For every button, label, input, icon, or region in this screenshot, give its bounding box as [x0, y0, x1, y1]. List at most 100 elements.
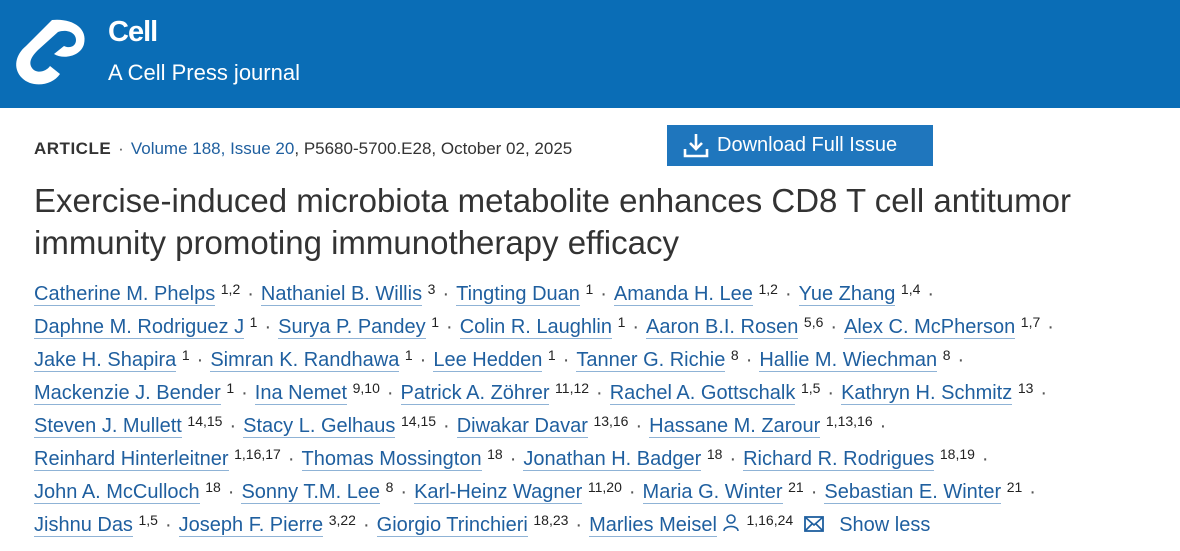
author-name[interactable]: Joseph F. Pierre: [178, 514, 324, 537]
separator: ·: [287, 448, 295, 470]
author-name[interactable]: Steven J. Mullett: [34, 415, 182, 438]
author-name[interactable]: Reinhard Hinterleitner: [34, 448, 229, 471]
affiliation: 1,2: [220, 281, 241, 297]
separator: ·: [362, 514, 370, 536]
author-name[interactable]: Jonathan H. Badger: [523, 448, 702, 471]
author-list: Catherine M. Phelps 1,2 · Nathaniel B. Wil…: [34, 278, 1180, 542]
author-name[interactable]: Daphne M. Rodriguez J: [34, 316, 245, 339]
affiliation: 11,12: [555, 380, 590, 396]
affiliation: 18: [706, 446, 723, 462]
author-name[interactable]: Colin R. Laughlin: [459, 316, 613, 339]
separator: ·: [443, 415, 450, 437]
show-less-link[interactable]: Show less: [839, 514, 931, 536]
author-name[interactable]: Lee Hedden: [433, 349, 543, 372]
affiliation: 1,16,17: [234, 446, 281, 462]
author-name[interactable]: Aaron B.I. Rosen: [646, 316, 799, 339]
article-type: ARTICLE: [34, 139, 112, 158]
author-name[interactable]: Stacy L. Gelhaus: [243, 415, 396, 438]
article-meta: ARTICLE · Volume 188, Issue 20, P5680-5700…: [34, 139, 573, 158]
author-name[interactable]: Tingting Duan: [456, 283, 580, 306]
separator: ·: [596, 382, 603, 404]
author-name[interactable]: Alex C. McPherson: [844, 316, 1016, 339]
separator: ·: [632, 316, 640, 338]
separator: ·: [628, 481, 636, 503]
author-name[interactable]: Hallie M. Wiechman: [759, 349, 938, 372]
affiliation: 1: [431, 314, 440, 330]
separator: ·: [562, 349, 570, 371]
author-name[interactable]: Amanda H. Lee: [613, 283, 753, 306]
affiliation: 1,5: [138, 512, 158, 528]
affiliation: 13,16: [593, 413, 629, 429]
author-name[interactable]: Rachel A. Gottschalk: [609, 382, 796, 405]
separator: ·: [575, 514, 583, 536]
author-name[interactable]: Kathryn H. Schmitz: [841, 382, 1013, 405]
author-name[interactable]: Simran K. Randhawa: [210, 349, 400, 372]
separator: ·: [810, 481, 818, 503]
affiliation: 8: [730, 347, 739, 363]
author-name[interactable]: Catherine M. Phelps: [34, 283, 216, 306]
corresponding-icon: [723, 514, 739, 532]
author-name[interactable]: Sebastian E. Winter: [824, 481, 1002, 504]
author-name[interactable]: Jake H. Shapira: [34, 349, 177, 372]
affiliation: 1,13,16: [825, 413, 873, 429]
author-name[interactable]: Yue Zhang: [798, 283, 896, 306]
separator: ·: [442, 283, 450, 305]
affiliation: 1: [404, 347, 413, 363]
affiliation: 1,5: [800, 380, 821, 396]
author-name[interactable]: Surya P. Pandey: [278, 316, 426, 339]
affiliation: 1: [617, 314, 626, 330]
author-name[interactable]: Nathaniel B. Willis: [260, 283, 423, 306]
affiliation: 5,6: [803, 314, 824, 330]
separator: ·: [400, 481, 408, 503]
author-name[interactable]: Marlies Meisel: [589, 514, 717, 537]
affiliation: 8: [942, 347, 951, 363]
author-name[interactable]: Mackenzie J. Bender: [34, 382, 221, 405]
separator: ·: [729, 448, 737, 470]
email-icon[interactable]: [803, 515, 825, 533]
affiliation: 21: [1006, 479, 1023, 495]
separator: ·: [981, 448, 989, 470]
author-name[interactable]: Richard R. Rodrigues: [743, 448, 935, 471]
separator: ·: [600, 283, 607, 305]
affiliation: 8: [385, 479, 394, 495]
author-name[interactable]: Ina Nemet: [254, 382, 348, 405]
author-name[interactable]: Maria G. Winter: [642, 481, 783, 504]
separator: ·: [745, 349, 753, 371]
separator: ·: [229, 415, 237, 437]
author-name[interactable]: Patrick A. Zöhrer: [400, 382, 550, 405]
affiliation: 18,23: [533, 512, 569, 528]
separator: ·: [446, 316, 453, 338]
author-name[interactable]: John A. McCulloch: [34, 481, 200, 504]
article-title: Exercise-induced microbiota metabolite e…: [34, 182, 1071, 261]
affiliation: 1: [249, 314, 258, 330]
logo[interactable]: [12, 16, 92, 88]
issue-link[interactable]: Volume 188, Issue 20: [130, 139, 295, 158]
separator: ·: [419, 349, 427, 371]
affiliation: 21: [788, 479, 804, 495]
affiliation: 1: [226, 380, 235, 396]
author-name[interactable]: Karl-Heinz Wagner: [414, 481, 583, 504]
affiliation: 1: [585, 281, 594, 297]
tagline: A Cell Press journal: [108, 60, 300, 85]
download-label: Download Full Issue: [717, 134, 898, 156]
author-name[interactable]: Jishnu Das: [34, 514, 133, 537]
author-name[interactable]: Hassane M. Zarour: [649, 415, 821, 438]
author-name[interactable]: Thomas Mossington: [301, 448, 482, 471]
author-name[interactable]: Giorgio Trinchieri: [376, 514, 528, 537]
download-button[interactable]: Download Full Issue: [667, 125, 933, 166]
author-name[interactable]: Sonny T.M. Lee: [241, 481, 381, 504]
separator: ·: [1047, 316, 1054, 338]
separator: ·: [509, 448, 517, 470]
affiliation: 1: [547, 347, 556, 363]
separator: ·: [241, 382, 248, 404]
separator: ·: [957, 349, 965, 371]
affiliation: 9,10: [352, 380, 380, 396]
affiliation: 18: [487, 446, 503, 462]
author-name[interactable]: Tanner G. Richie: [576, 349, 726, 372]
separator: ·: [196, 349, 204, 371]
affiliation: 3,22: [328, 512, 356, 528]
author-name[interactable]: Diwakar Davar: [456, 415, 588, 438]
brand[interactable]: Cell: [108, 16, 158, 48]
separator: ·: [784, 283, 792, 305]
